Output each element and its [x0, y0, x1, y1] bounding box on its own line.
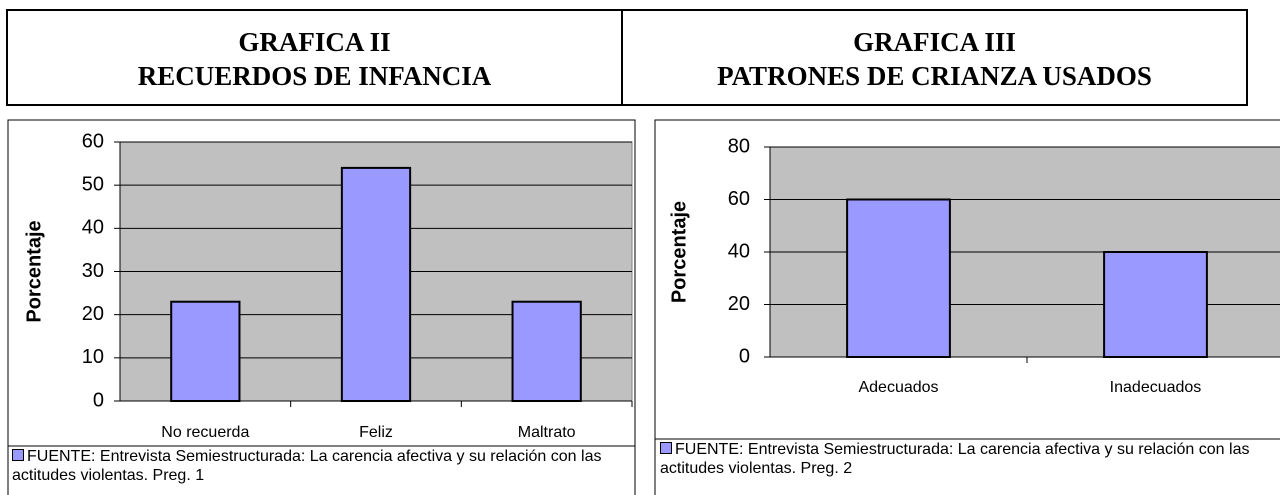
chart-title: PATRONES DE CRIANZA USADOS [717, 61, 1152, 91]
y-tick-label: 80 [728, 135, 750, 157]
y-axis-label: Porcentaje [668, 201, 690, 303]
legend: FUENTE: Entrevista Semiestructurada: La … [12, 447, 622, 485]
y-tick-label: 20 [82, 303, 104, 325]
y-axis-label: Porcentaje [23, 220, 45, 322]
y-tick-label: 50 [82, 173, 104, 195]
y-tick-label: 60 [728, 188, 750, 210]
legend-swatch [12, 449, 24, 461]
y-tick-label: 20 [728, 293, 750, 315]
y-tick-label: 60 [82, 130, 104, 152]
legend-label: FUENTE: Entrevista Semiestructurada: La … [12, 448, 602, 484]
x-tick-label: Adecuados [858, 379, 938, 396]
chart-title: GRAFICA II [238, 27, 390, 57]
y-tick-label: 10 [82, 346, 104, 368]
bar [1103, 251, 1208, 358]
legend-entry: FUENTE: Entrevista Semiestructurada: La … [12, 447, 622, 485]
legend-swatch [660, 442, 672, 454]
x-tick-label: No recuerda [161, 424, 249, 441]
legend: FUENTE: Entrevista Semiestructurada: La … [660, 440, 1280, 478]
y-tick-label: 0 [739, 345, 750, 367]
legend-label: FUENTE: Entrevista Semiestructurada: La … [660, 441, 1250, 477]
bar [170, 300, 241, 403]
y-tick-label: 40 [728, 240, 750, 262]
bar [846, 198, 951, 358]
x-tick-label: Maltrato [518, 424, 576, 441]
y-tick-label: 30 [82, 260, 104, 282]
bar [511, 300, 582, 403]
x-tick-label: Inadecuados [1110, 379, 1202, 396]
x-tick-label: Feliz [359, 424, 393, 441]
y-tick-label: 0 [93, 389, 104, 411]
chart-title: GRAFICA III [853, 27, 1016, 57]
chart-title: RECUERDOS DE INFANCIA [138, 61, 492, 91]
header-box [621, 9, 1248, 106]
legend-entry: FUENTE: Entrevista Semiestructurada: La … [660, 440, 1280, 478]
bar [340, 166, 412, 402]
y-tick-label: 40 [82, 217, 104, 239]
